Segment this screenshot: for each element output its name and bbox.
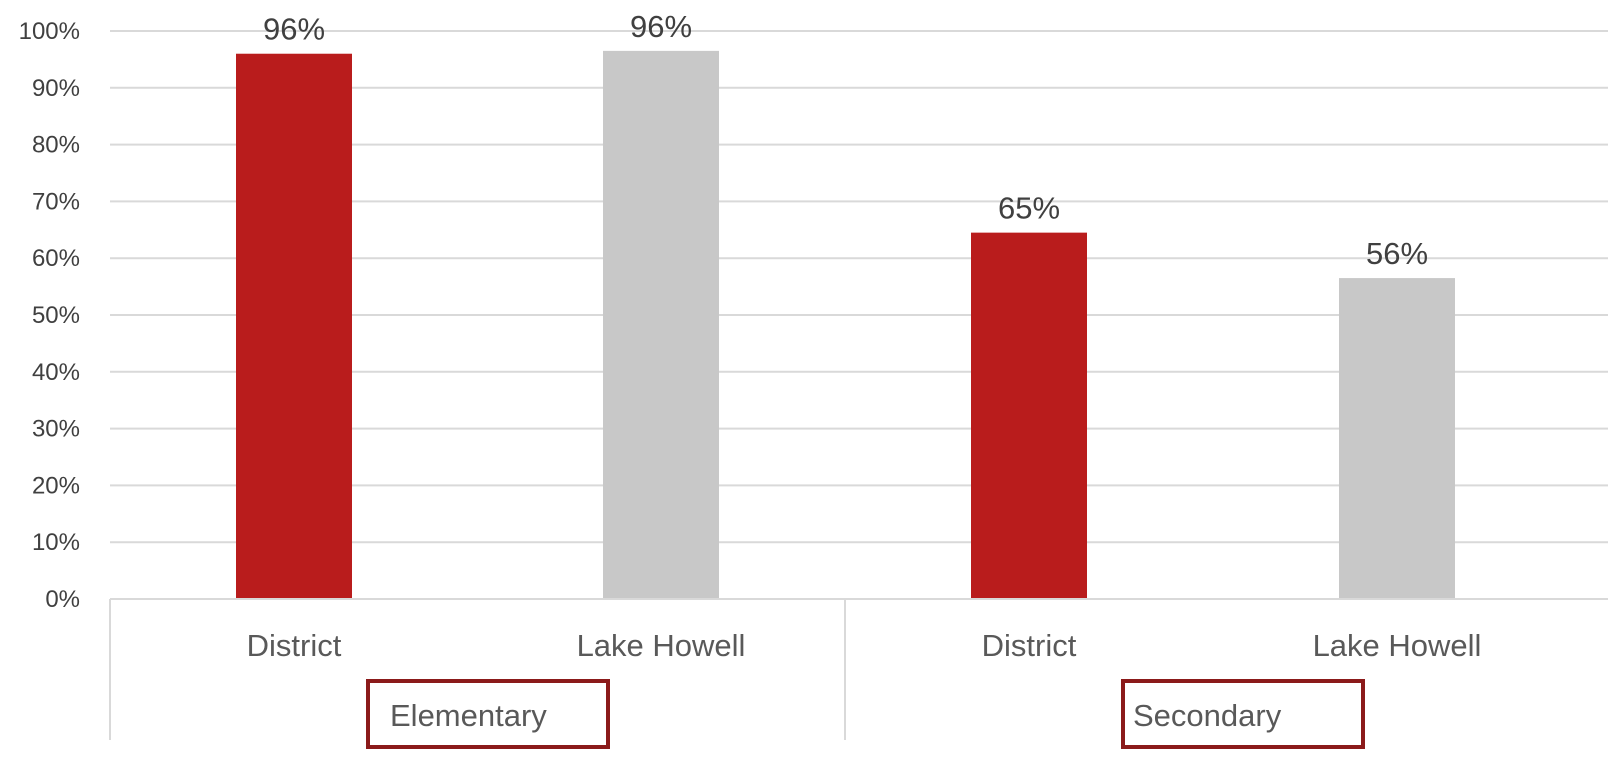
group-label-box	[1121, 679, 1365, 749]
category-label: District	[982, 628, 1077, 663]
y-tick-label: 30%	[32, 416, 80, 443]
group-label: Secondary	[1133, 698, 1282, 733]
y-tick-label: 50%	[32, 302, 80, 329]
group-label: Elementary	[390, 698, 547, 733]
data-label: 96%	[263, 12, 325, 47]
data-label: 65%	[998, 191, 1060, 226]
y-tick-label: 80%	[32, 132, 80, 159]
y-tick-label: 20%	[32, 472, 80, 499]
bar-elementary-lake-howell	[603, 50, 719, 599]
y-tick-label: 90%	[32, 75, 80, 102]
category-axis: Elementary Secondary	[109, 598, 1608, 749]
data-label: 56%	[1366, 236, 1428, 271]
y-tick-label: 60%	[32, 245, 80, 272]
category-label: Lake Howell	[577, 628, 746, 663]
bar-secondary-district	[971, 232, 1087, 599]
y-tick-label: 0%	[45, 586, 80, 613]
category-label: Lake Howell	[1313, 628, 1482, 663]
data-label: 96%	[630, 9, 692, 44]
category-label: District	[247, 628, 342, 663]
y-tick-label: 70%	[32, 188, 80, 215]
y-tick-label: 40%	[32, 359, 80, 386]
bars	[236, 50, 1455, 600]
labels: 0% 10% 20% 30% 40% 50% 60% 70% 80% 90% 100% 96% Dist…	[19, 9, 1482, 663]
y-tick-label: 10%	[32, 529, 80, 556]
bar-secondary-lake-howell	[1339, 278, 1455, 599]
gridlines	[110, 30, 1608, 544]
group-label-box	[366, 679, 610, 749]
y-tick-label: 100%	[19, 18, 80, 45]
bar-elementary-district	[236, 53, 352, 600]
